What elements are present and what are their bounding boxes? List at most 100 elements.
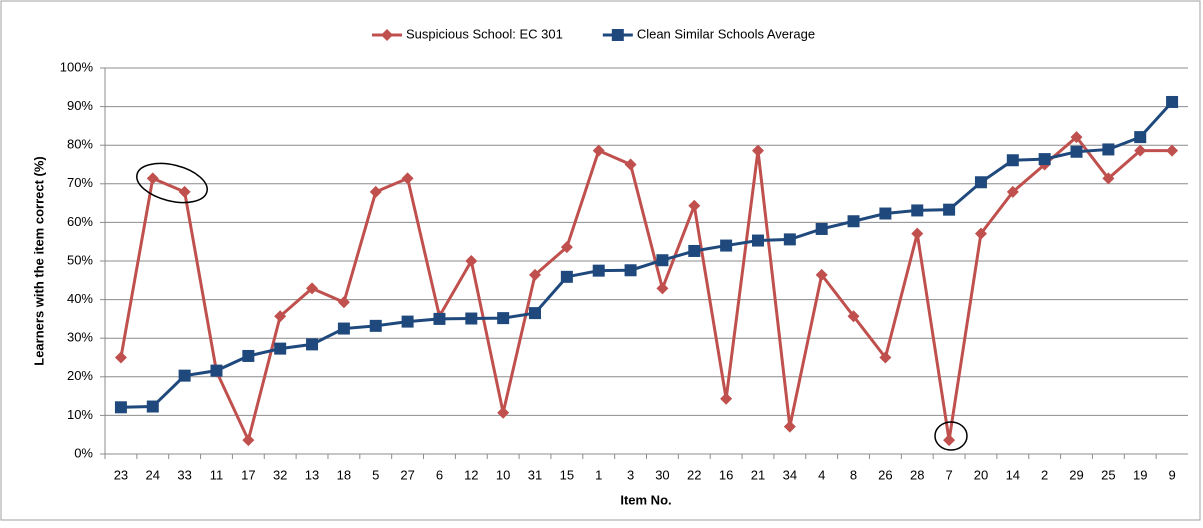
- plot: 0%10%20%30%40%50%60%70%80%90%100%23 24 33 1…: [60, 26, 1188, 482]
- y-axis-label: Learners with the item correct (%): [31, 156, 46, 366]
- data-point: [497, 406, 510, 419]
- x-tick-label: 19: [1133, 467, 1147, 482]
- data-point: [306, 338, 319, 351]
- data-point: [401, 172, 414, 185]
- x-tick-label: 26: [878, 467, 892, 482]
- data-point: [1166, 95, 1179, 108]
- data-point: [114, 401, 127, 414]
- series-line: [119, 134, 1173, 445]
- data-point: [720, 239, 733, 252]
- x-axis-label: Item No.: [620, 492, 671, 507]
- data-point: [688, 199, 701, 212]
- x-tick-label: 2: [1041, 467, 1048, 482]
- data-point: [1134, 144, 1147, 157]
- highlight-ellipse: [934, 421, 968, 451]
- data-point: [529, 307, 542, 320]
- data-point: [911, 204, 924, 217]
- data-point: [688, 244, 701, 257]
- y-tick-label: 60%: [67, 214, 93, 229]
- y-tick-label: 70%: [67, 175, 93, 190]
- x-tick-label: 18: [337, 467, 351, 482]
- x-tick-label: 15: [560, 467, 574, 482]
- data-point: [146, 172, 159, 185]
- highlight-ellipse: [136, 162, 208, 204]
- data-point: [624, 264, 637, 277]
- data-point: [433, 312, 446, 325]
- x-tick-label: 10: [496, 467, 510, 482]
- x-tick-label: 30: [655, 467, 669, 482]
- y-tick-label: 80%: [67, 137, 93, 152]
- data-point: [1102, 143, 1115, 156]
- data-point: [560, 270, 573, 283]
- x-tick-label: 24: [146, 467, 160, 482]
- x-tick-label: 33: [177, 467, 191, 482]
- data-point: [274, 342, 287, 355]
- data-point: [611, 29, 624, 41]
- data-point: [656, 254, 669, 267]
- data-point: [943, 203, 956, 216]
- data-point: [974, 227, 987, 240]
- x-tick-label: 12: [464, 467, 478, 482]
- data-point: [560, 241, 573, 254]
- data-point: [751, 234, 764, 247]
- y-tick-label: 10%: [67, 407, 93, 422]
- data-point: [178, 185, 191, 198]
- y-tick-label: 50%: [67, 252, 93, 267]
- x-tick-label: 29: [1069, 467, 1083, 482]
- x-tick-label: 16: [719, 467, 733, 482]
- x-tick-label: 27: [400, 467, 414, 482]
- x-tick-label: 22: [687, 467, 701, 482]
- x-tick-label: 11: [210, 467, 224, 482]
- data-point: [911, 227, 924, 240]
- data-point: [783, 233, 796, 246]
- y-tick-label: 20%: [67, 368, 93, 383]
- x-tick-label: 5: [372, 467, 379, 482]
- data-point: [847, 215, 860, 228]
- data-point: [815, 268, 828, 281]
- data-point: [1006, 154, 1019, 167]
- data-point: [210, 364, 223, 377]
- x-tick-label: 4: [818, 467, 825, 482]
- data-point: [1166, 144, 1179, 157]
- x-tick-label: 8: [850, 467, 857, 482]
- data-point: [401, 315, 414, 328]
- data-point: [751, 144, 764, 157]
- data-point: [879, 207, 892, 220]
- data-point: [1102, 172, 1115, 185]
- series-line: [120, 100, 1174, 409]
- data-point: [497, 312, 510, 325]
- data-point: [1006, 185, 1019, 198]
- x-tick-label: 32: [273, 467, 287, 482]
- data-point: [815, 222, 828, 235]
- y-tick-label: 90%: [67, 98, 93, 113]
- legend-label: Clean Similar Schools Average: [637, 26, 815, 41]
- data-point: [146, 400, 159, 413]
- y-tick-label: 100%: [60, 59, 94, 74]
- data-point: [306, 282, 319, 295]
- data-point: [381, 29, 393, 41]
- data-point: [337, 296, 350, 309]
- data-point: [114, 351, 127, 364]
- data-point: [529, 268, 542, 281]
- x-tick-label: 23: [114, 467, 128, 482]
- x-tick-label: 14: [1006, 467, 1020, 482]
- x-tick-label: 1: [595, 467, 602, 482]
- x-tick-label: 17: [241, 467, 255, 482]
- data-point: [274, 310, 287, 323]
- x-tick-label: 21: [751, 467, 765, 482]
- data-point: [369, 319, 382, 332]
- data-point: [656, 282, 669, 295]
- data-point: [720, 392, 733, 405]
- x-tick-label: 20: [974, 467, 988, 482]
- x-tick-label: 13: [305, 467, 319, 482]
- data-point: [465, 255, 478, 267]
- x-tick-label: 3: [627, 467, 634, 482]
- x-tick-label: 7: [945, 467, 952, 482]
- data-point: [847, 310, 860, 323]
- data-point: [943, 434, 956, 447]
- data-point: [1070, 131, 1083, 144]
- x-tick-label: 25: [1101, 467, 1115, 482]
- data-point: [1038, 153, 1051, 166]
- data-point: [1134, 131, 1147, 144]
